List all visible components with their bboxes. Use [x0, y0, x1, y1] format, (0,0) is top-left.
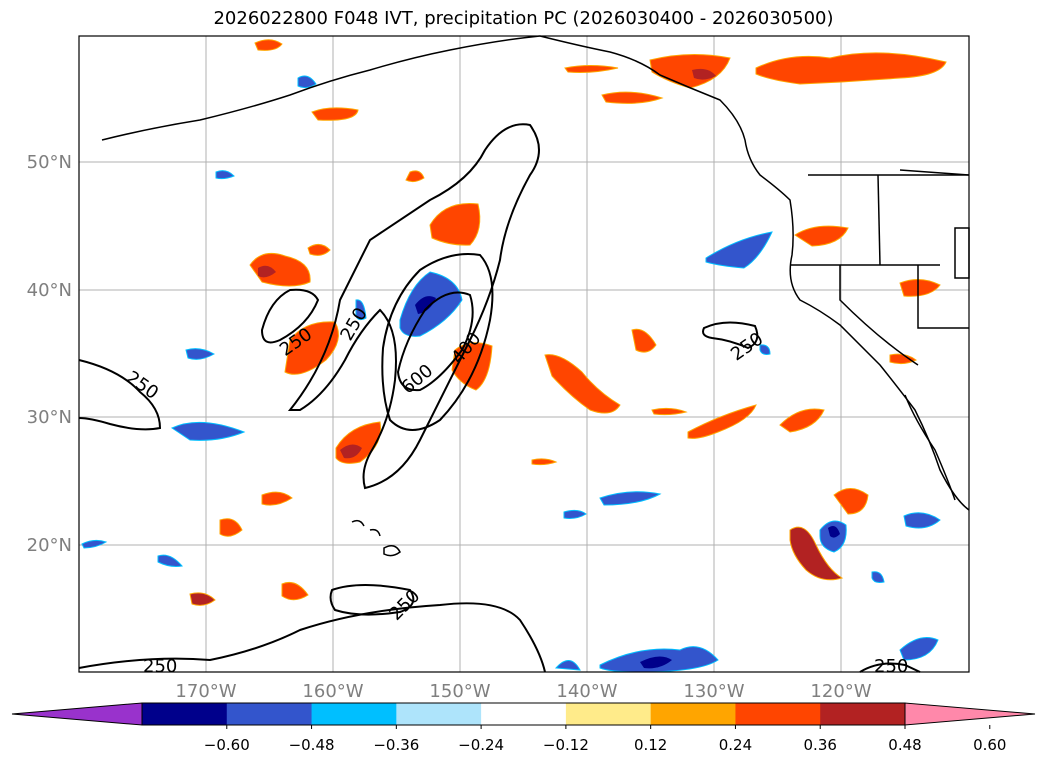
- lat-label-50n: 50°N: [26, 152, 72, 173]
- lon-label-170w: 170°W: [175, 681, 237, 702]
- colorbar-extend-high: [904, 702, 1036, 726]
- lon-label-160w: 160°W: [302, 681, 364, 702]
- colorbar-tick-label: 0.60: [973, 736, 1007, 754]
- lon-label-130w: 130°W: [683, 681, 745, 702]
- colorbar-extend-low: [11, 702, 143, 726]
- contour-labels: 250 250 250 250 600 400 250 250 250: [122, 304, 908, 677]
- colorbar-bin: [226, 703, 313, 725]
- colorbar-bin: [565, 703, 652, 725]
- colorbar-tick-label: 0.24: [718, 736, 753, 754]
- colorbar-tick-label: 0.36: [803, 736, 837, 754]
- colorbar-bin: [820, 703, 906, 725]
- contour-label: 600: [397, 360, 437, 398]
- lon-label-150w: 150°W: [429, 681, 491, 702]
- lon-label-140w: 140°W: [556, 681, 618, 702]
- colorbar-tick-label: −0.12: [542, 736, 589, 754]
- colorbar-bin: [142, 703, 228, 725]
- map-title: 2026022800 F048 IVT, precipitation PC (2…: [213, 8, 834, 29]
- plot-frame: [78, 35, 970, 673]
- colorbar: [11, 702, 1036, 729]
- contour-label: 250: [143, 656, 177, 677]
- contour-label: 250: [874, 656, 908, 677]
- graticule: [79, 36, 969, 672]
- colorbar-tick-label: −0.48: [288, 736, 335, 754]
- ivt-contours: [78, 123, 921, 673]
- lon-label-120w: 120°W: [810, 681, 872, 702]
- colorbar-tick-label: −0.60: [203, 736, 250, 754]
- colorbar-bin: [396, 703, 482, 725]
- lat-label-40n: 40°N: [26, 280, 72, 301]
- precip-negative: [81, 75, 941, 673]
- lat-label-30n: 30°N: [26, 407, 72, 428]
- lat-label-20n: 20°N: [26, 535, 72, 556]
- coastlines: [101, 35, 970, 557]
- colorbar-frame: [141, 702, 906, 726]
- colorbar-tick-label: −0.36: [373, 736, 420, 754]
- colorbar-tick-label: 0.48: [888, 736, 922, 754]
- contour-label: 250: [122, 367, 162, 404]
- contour-label: 250: [385, 586, 424, 625]
- colorbar-bin: [311, 703, 397, 725]
- colorbar-bin: [650, 703, 736, 725]
- contour-label: 250: [727, 328, 767, 365]
- colorbar-bin: [735, 703, 821, 725]
- colorbar-tick-label: −0.24: [458, 736, 505, 754]
- colorbar-bin: [481, 703, 567, 725]
- colorbar-tick-label: 0.12: [633, 736, 668, 754]
